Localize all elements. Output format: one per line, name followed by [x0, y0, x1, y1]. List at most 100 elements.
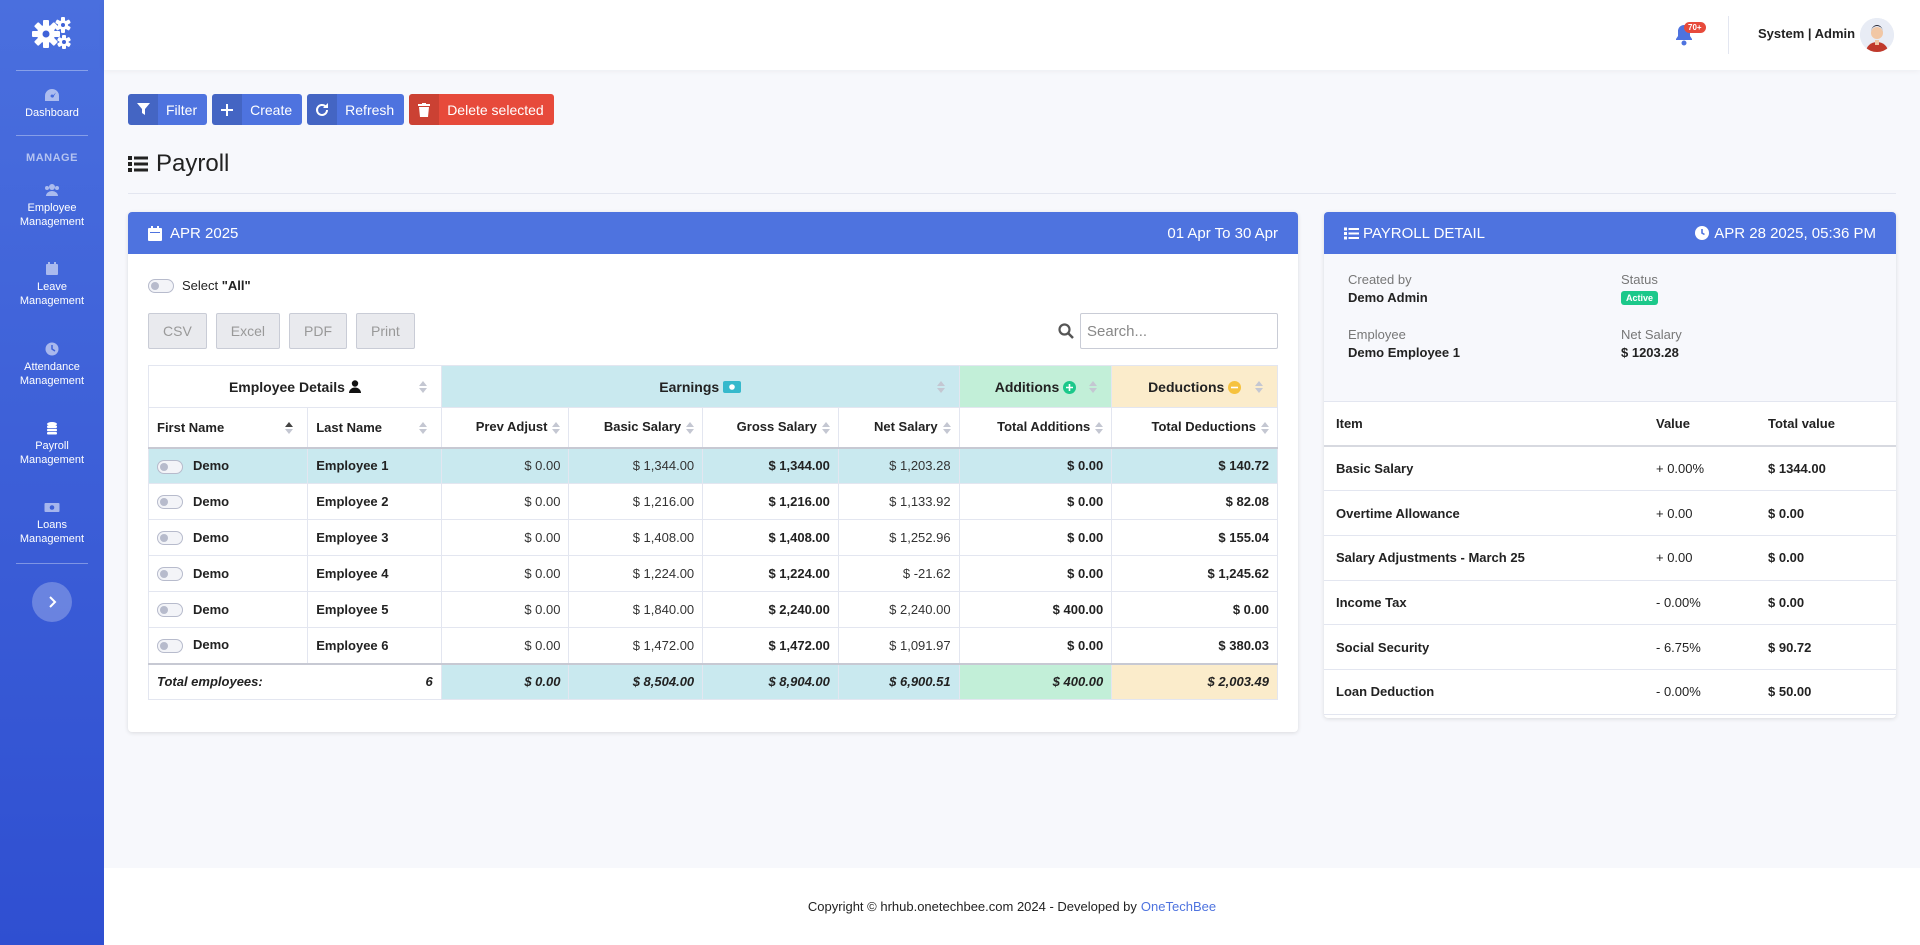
- sidebar-item-dashboard[interactable]: Dashboard: [0, 88, 104, 120]
- row-select-toggle[interactable]: [157, 531, 183, 546]
- money-icon: [44, 503, 60, 512]
- prev-adjust-cell: $ 0.00: [440, 555, 570, 592]
- select-all-toggle[interactable]: [148, 278, 174, 293]
- detail-value-cell: - 0.00%: [1644, 580, 1756, 626]
- table-row[interactable]: Demo Employee 1 $ 0.00 $ 1,344.00 $ 1,344.00…: [147, 447, 1278, 484]
- gross-salary-cell: $ 1,408.00: [702, 519, 839, 556]
- sidebar-item-label: Management: [19, 454, 85, 466]
- table-row[interactable]: Demo Employee 2 $ 0.00 $ 1,216.00 $ 1,216.00…: [147, 483, 1278, 520]
- sidebar-item-leave-management[interactable]: Leave Management: [0, 262, 104, 308]
- developer-link[interactable]: OneTechBee: [1140, 899, 1217, 914]
- total-deductions: $ 2,003.49: [1111, 662, 1278, 700]
- net-salary-cell: $ 1,091.97: [837, 627, 960, 664]
- column-header-first-name[interactable]: First Name: [147, 407, 309, 449]
- refresh-button[interactable]: Refresh: [307, 94, 405, 125]
- table-row[interactable]: Demo Employee 4 $ 0.00 $ 1,224.00 $ 1,224.00…: [147, 555, 1278, 592]
- page-title-text: Payroll: [156, 150, 230, 177]
- notifications-button[interactable]: 70+: [1674, 22, 1706, 46]
- pdf-button[interactable]: PDF: [289, 313, 348, 349]
- column-header-item: Item: [1324, 402, 1644, 447]
- group-header-earnings[interactable]: Earnings: [440, 365, 960, 408]
- calendar-icon: [46, 262, 58, 275]
- total-prev-adjust: $ 0.00: [440, 662, 570, 700]
- sidebar-item-attendance-management[interactable]: Attendance Management: [0, 342, 104, 388]
- column-header-net-salary[interactable]: Net Salary: [837, 407, 960, 449]
- user-name[interactable]: System | Admin: [1758, 26, 1856, 41]
- detail-value-cell: - 6.75%: [1644, 624, 1756, 670]
- net-salary-cell: $ 2,240.00: [837, 591, 960, 628]
- total-deductions-cell: $ 82.08: [1111, 483, 1278, 520]
- column-header-total-additions[interactable]: Total Additions: [958, 407, 1113, 449]
- basic-salary-cell: $ 1,472.00: [568, 627, 704, 664]
- detail-total-cell: $ 0.00: [1756, 490, 1896, 536]
- employee-value: Demo Employee 1: [1348, 345, 1460, 360]
- sidebar-item-loans-management[interactable]: Loans Management: [0, 500, 104, 546]
- row-select-toggle[interactable]: [157, 567, 183, 582]
- column-header-prev-adjust[interactable]: Prev Adjust: [440, 407, 570, 449]
- gears-logo-icon: [32, 17, 71, 49]
- total-additions-cell: $ 0.00: [958, 483, 1113, 520]
- refresh-button-label: Refresh: [345, 101, 395, 118]
- first-name-cell: Demo: [147, 591, 309, 628]
- detail-item-cell: Salary Adjustments - March 25: [1324, 535, 1644, 581]
- sidebar-item-payroll-management[interactable]: Payroll Management: [0, 421, 104, 467]
- detail-value-cell: + 0.00: [1644, 490, 1756, 536]
- total-basic-salary: $ 8,504.00: [568, 662, 704, 700]
- detail-item-cell: Basic Salary: [1324, 446, 1644, 492]
- filter-button[interactable]: Filter: [128, 94, 208, 125]
- print-button[interactable]: Print: [356, 313, 415, 349]
- app-logo[interactable]: [0, 10, 104, 54]
- delete-selected-button[interactable]: Delete selected: [409, 94, 554, 125]
- search-box: [1058, 313, 1278, 349]
- sidebar-item-label: Management: [19, 216, 85, 228]
- detail-total-cell: $ 0.00: [1756, 580, 1896, 626]
- detail-item-cell: Social Security: [1324, 624, 1644, 670]
- table-row[interactable]: Demo Employee 3 $ 0.00 $ 1,408.00 $ 1,408.00…: [147, 519, 1278, 556]
- list-icon: [128, 156, 148, 172]
- table-row[interactable]: Demo Employee 5 $ 0.00 $ 1,840.00 $ 2,240.00…: [147, 591, 1278, 628]
- group-header-employee-details[interactable]: Employee Details: [148, 365, 442, 408]
- sidebar-item-employee-management[interactable]: Employee Management: [0, 183, 104, 229]
- column-header-last-name[interactable]: Last Name: [307, 407, 442, 449]
- row-select-toggle[interactable]: [157, 639, 183, 654]
- first-name-cell: Demo: [147, 555, 309, 592]
- topbar: 70+ System | Admin: [104, 0, 1920, 70]
- total-additions-cell: $ 400.00: [958, 591, 1113, 628]
- sort-icon: [821, 421, 830, 435]
- row-select-toggle[interactable]: [157, 603, 183, 618]
- column-header-gross-salary[interactable]: Gross Salary: [702, 407, 839, 449]
- sidebar-item-label: Loans: [37, 519, 67, 531]
- gross-salary-cell: $ 2,240.00: [702, 591, 839, 628]
- total-deductions-cell: $ 1,245.62: [1111, 555, 1278, 592]
- sidebar-item-label: Dashboard: [25, 107, 79, 119]
- net-salary-label: Net Salary: [1621, 327, 1682, 342]
- table-row[interactable]: Demo Employee 6 $ 0.00 $ 1,472.00 $ 1,472.00…: [147, 627, 1278, 664]
- sort-asc-icon: [285, 421, 294, 435]
- payroll-card-header: APR 2025 01 Apr To 30 Apr: [128, 212, 1298, 254]
- column-header-basic-salary[interactable]: Basic Salary: [568, 407, 704, 449]
- sidebar-toggle-button[interactable]: [32, 582, 72, 622]
- created-by-value: Demo Admin: [1348, 290, 1428, 305]
- detail-row: Salary Adjustments - March 25 + 0.00 $ 0.0…: [1324, 535, 1896, 581]
- last-name-cell: Employee 2: [307, 483, 442, 520]
- net-salary-cell: $ 1,252.96: [837, 519, 960, 556]
- plus-circle-icon: [1063, 380, 1077, 394]
- select-all-row: Select "All": [148, 278, 251, 293]
- csv-button[interactable]: CSV: [148, 313, 207, 349]
- group-header-additions[interactable]: Additions: [958, 365, 1113, 408]
- last-name-cell: Employee 6: [307, 627, 442, 664]
- basic-salary-cell: $ 1,408.00: [568, 519, 704, 556]
- excel-button[interactable]: Excel: [215, 313, 281, 349]
- sort-icon: [1255, 380, 1263, 394]
- group-header-deductions[interactable]: Deductions: [1111, 365, 1278, 408]
- search-input[interactable]: [1080, 313, 1278, 349]
- column-header-total-deductions[interactable]: Total Deductions: [1111, 407, 1278, 449]
- detail-row: Basic Salary + 0.00% $ 1344.00: [1324, 446, 1896, 492]
- create-button[interactable]: Create: [212, 94, 303, 125]
- avatar[interactable]: [1860, 18, 1894, 52]
- row-select-toggle[interactable]: [157, 495, 183, 510]
- basic-salary-cell: $ 1,344.00: [568, 447, 704, 484]
- row-select-toggle[interactable]: [157, 459, 183, 474]
- copyright-text: Copyright © hrhub.onetechbee.com 2024 - …: [807, 899, 1137, 914]
- detail-total-cell: $ 50.00: [1756, 669, 1896, 715]
